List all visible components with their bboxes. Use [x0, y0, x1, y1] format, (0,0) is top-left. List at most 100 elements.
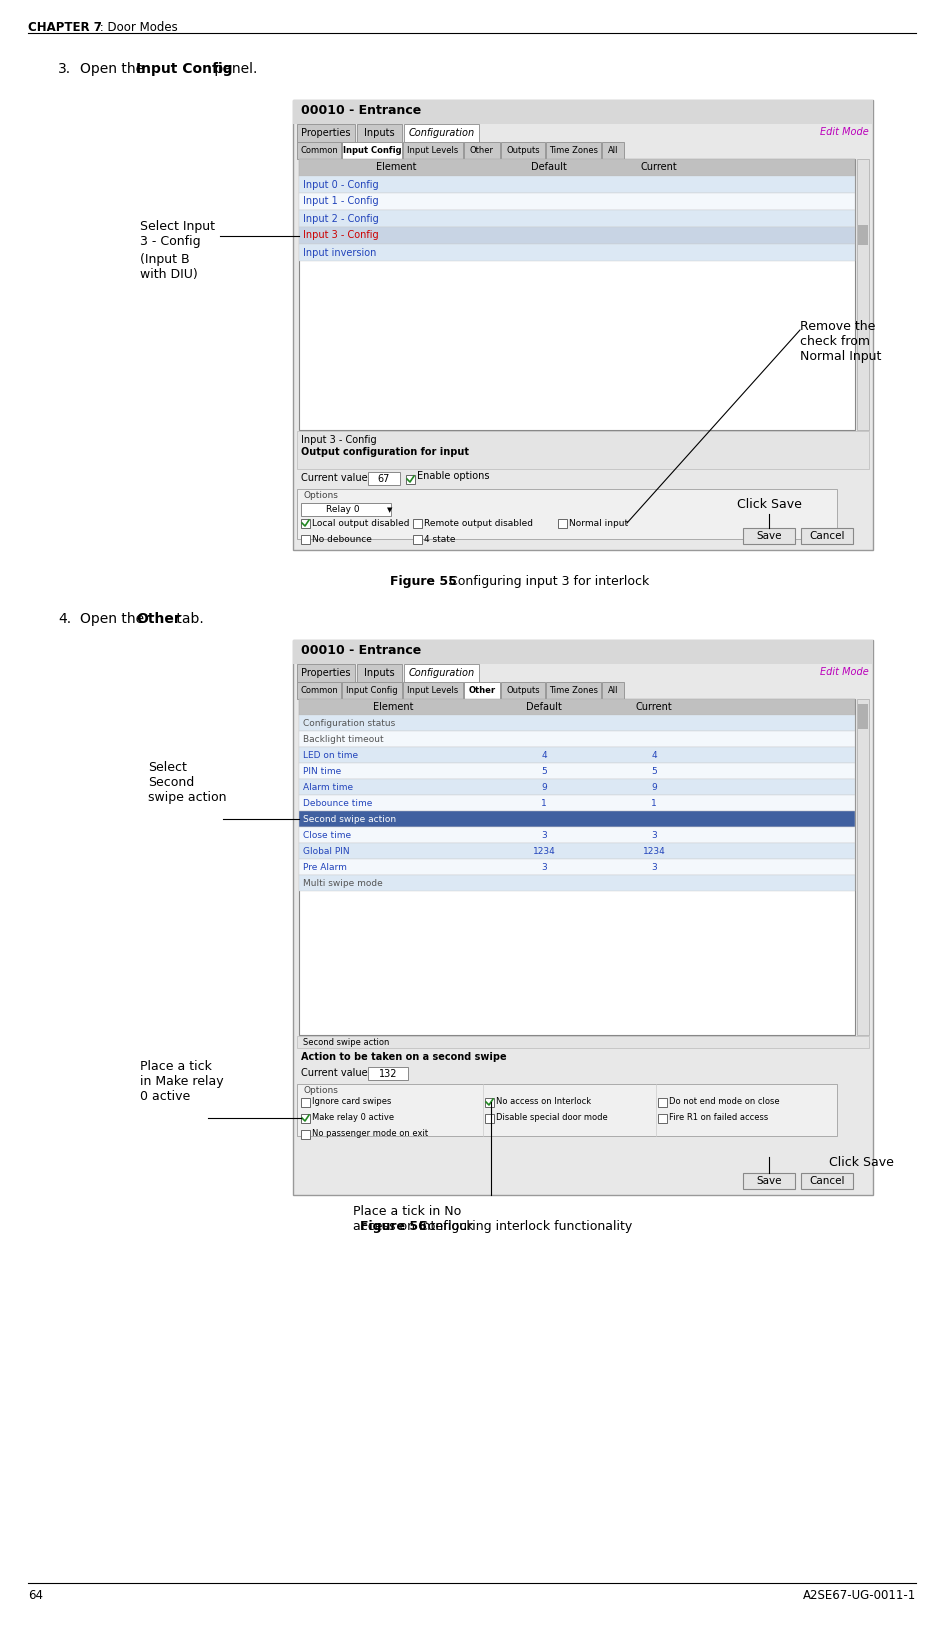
Bar [357, 665, 402, 682]
Bar [602, 682, 624, 699]
Bar [485, 1098, 494, 1107]
Bar [301, 504, 391, 517]
Text: Alarm time: Alarm time [303, 783, 353, 791]
Bar [293, 640, 873, 665]
Bar [301, 1115, 310, 1123]
Bar [743, 528, 795, 544]
Bar [297, 489, 837, 540]
Text: Current: Current [635, 702, 672, 712]
Text: Common: Common [300, 146, 338, 154]
Text: 00010 - Entrance: 00010 - Entrance [301, 644, 421, 656]
Bar [404, 124, 479, 141]
Text: Input 3 - Config: Input 3 - Config [301, 436, 377, 445]
Bar [299, 228, 855, 244]
Bar [404, 665, 479, 682]
Bar [857, 699, 869, 1035]
Bar [501, 141, 545, 159]
Text: Click Save: Click Save [829, 1155, 894, 1168]
Text: tab.: tab. [172, 613, 204, 626]
Text: Edit Mode: Edit Mode [820, 127, 869, 136]
Bar [342, 682, 402, 699]
Bar [299, 715, 855, 731]
Text: : Door Modes: : Door Modes [96, 21, 177, 34]
Text: Relay 0: Relay 0 [327, 505, 360, 515]
Bar [297, 141, 341, 159]
Bar [546, 141, 601, 159]
Text: Input inversion: Input inversion [303, 247, 377, 257]
Text: 9: 9 [541, 783, 547, 791]
Text: panel.: panel. [210, 62, 258, 76]
Text: All: All [608, 686, 618, 696]
Text: Second swipe action: Second swipe action [303, 814, 396, 824]
Text: 3.: 3. [58, 62, 71, 76]
Bar [299, 843, 855, 860]
Text: Properties: Properties [301, 668, 351, 678]
Text: Current: Current [641, 162, 678, 172]
Bar [299, 699, 855, 1035]
Bar [301, 1098, 310, 1107]
Text: Configuring interlock functionality: Configuring interlock functionality [415, 1220, 632, 1233]
Text: Disable special door mode: Disable special door mode [496, 1113, 608, 1123]
Bar [293, 640, 873, 1194]
Bar [297, 665, 355, 682]
Text: Edit Mode: Edit Mode [820, 666, 869, 678]
Bar [297, 682, 341, 699]
Text: Other: Other [136, 613, 180, 626]
Bar [297, 124, 355, 141]
Text: 4 state: 4 state [424, 535, 456, 543]
Bar [299, 748, 855, 764]
Text: 3: 3 [541, 830, 547, 840]
Text: Open the: Open the [80, 62, 148, 76]
Text: Configuration: Configuration [409, 128, 475, 138]
Bar [658, 1115, 667, 1123]
Bar [299, 827, 855, 843]
Bar [403, 682, 463, 699]
Text: Properties: Properties [301, 128, 351, 138]
Bar [368, 471, 400, 484]
Text: CHAPTER 7: CHAPTER 7 [28, 21, 102, 34]
Bar [464, 141, 500, 159]
Text: 1234: 1234 [532, 847, 555, 855]
Text: Current value: Current value [301, 1068, 367, 1077]
Text: Outputs: Outputs [506, 686, 540, 696]
Bar [858, 226, 868, 245]
Text: All: All [608, 146, 618, 154]
Text: Fire R1 on failed access: Fire R1 on failed access [669, 1113, 768, 1123]
Text: Input 2 - Config: Input 2 - Config [303, 213, 379, 224]
Bar [501, 682, 545, 699]
Bar [299, 778, 855, 795]
Text: Default: Default [526, 702, 562, 712]
Text: Second swipe action: Second swipe action [303, 1038, 389, 1046]
Bar [299, 795, 855, 811]
Text: 3: 3 [651, 830, 657, 840]
Text: Close time: Close time [303, 830, 351, 840]
Text: Cancel: Cancel [809, 1176, 845, 1186]
Text: Open the: Open the [80, 613, 148, 626]
Bar [368, 1068, 408, 1081]
Bar [299, 159, 855, 176]
Text: Enable options: Enable options [417, 471, 490, 481]
Text: Multi swipe mode: Multi swipe mode [303, 879, 382, 887]
Text: 1234: 1234 [643, 847, 666, 855]
Bar [299, 860, 855, 874]
Text: Select Input
3 - Config: Select Input 3 - Config [140, 219, 215, 249]
Text: Debounce time: Debounce time [303, 798, 372, 808]
Text: Remove the
check from
Normal Input: Remove the check from Normal Input [800, 320, 882, 362]
Bar [299, 874, 855, 890]
Text: Input Config: Input Config [343, 146, 401, 154]
Bar [301, 535, 310, 544]
Bar [743, 1173, 795, 1190]
Text: Current value: Current value [301, 473, 367, 483]
Text: Place a tick
in Make relay
0 active: Place a tick in Make relay 0 active [140, 1060, 224, 1103]
Text: Do not end mode on close: Do not end mode on close [669, 1097, 780, 1107]
Text: 9: 9 [651, 783, 657, 791]
Bar [858, 704, 868, 730]
Text: No passenger mode on exit: No passenger mode on exit [312, 1129, 429, 1139]
Text: 3: 3 [651, 863, 657, 871]
Text: 4: 4 [541, 751, 547, 759]
Bar [293, 101, 873, 549]
Text: Time Zones: Time Zones [549, 146, 598, 154]
Bar [299, 244, 855, 262]
Text: Figure 55: Figure 55 [390, 575, 457, 588]
Text: 132: 132 [379, 1069, 397, 1079]
